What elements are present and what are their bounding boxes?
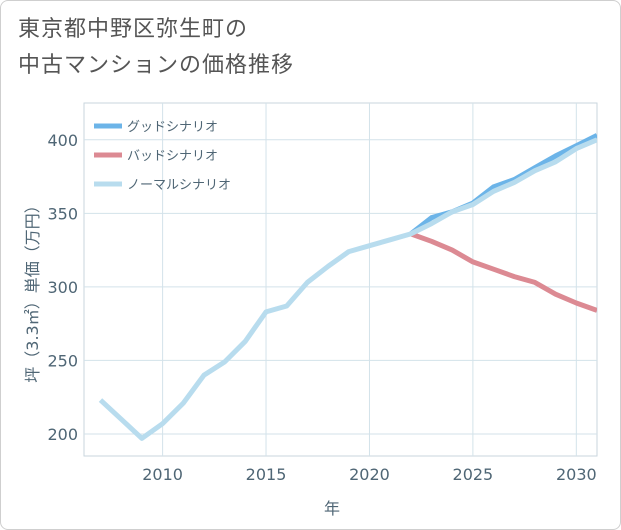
series-lines bbox=[98, 133, 597, 441]
series-line-1 bbox=[409, 133, 597, 236]
x-axis-title: 年 bbox=[324, 499, 340, 518]
x-tick-label: 2020 bbox=[349, 465, 390, 484]
legend-label-3: ノーマルシナリオ bbox=[127, 178, 231, 193]
x-tick-label: 2025 bbox=[453, 465, 494, 484]
y-tick-label: 300 bbox=[47, 278, 78, 297]
legend-label-2: バッドシナリオ bbox=[127, 149, 218, 164]
chart-title-line1: 東京都中野区弥生町の bbox=[18, 17, 249, 42]
plot-area bbox=[83, 102, 598, 457]
y-tick-label: 250 bbox=[47, 351, 78, 370]
x-tick-label: 2010 bbox=[142, 465, 183, 484]
x-tick-label: 2015 bbox=[246, 465, 287, 484]
grid-lines bbox=[84, 103, 597, 456]
series-line-3 bbox=[98, 137, 597, 441]
y-axis-title: 坪（3.3㎡）単価（万円） bbox=[23, 197, 42, 382]
y-tick-label: 350 bbox=[47, 204, 78, 223]
legend-label-1: グッドシナリオ bbox=[127, 120, 218, 135]
axis-ticks: 2010 2015 2020 2025 2030 200 250 300 350 400 bbox=[47, 131, 596, 484]
y-tick-label: 200 bbox=[47, 425, 78, 444]
chart-title-line2: 中古マンションの価格推移 bbox=[18, 53, 295, 78]
series-line-2 bbox=[409, 231, 597, 313]
y-tick-label: 400 bbox=[47, 131, 78, 150]
x-tick-label: 2030 bbox=[556, 465, 597, 484]
chart-title: 東京都中野区弥生町の 中古マンションの価格推移 bbox=[18, 12, 294, 84]
